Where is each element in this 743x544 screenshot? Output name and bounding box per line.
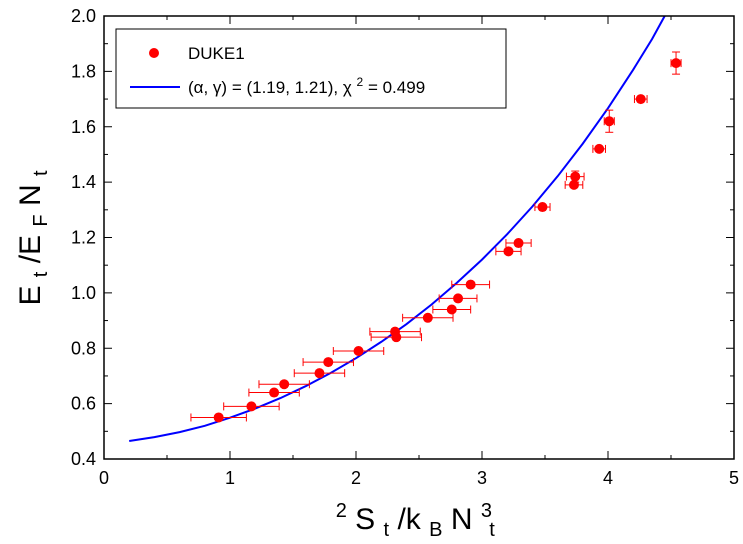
data-marker: [594, 143, 605, 154]
data-point: [505, 238, 532, 249]
y-tick-label: 1.6: [71, 117, 96, 137]
legend: DUKE1 (α, γ) = (1.19, 1.21), χ 2 = 0.499: [115, 28, 507, 109]
data-marker: [453, 293, 464, 304]
y-label-n-subscript: t: [30, 170, 52, 176]
data-marker: [604, 116, 615, 127]
data-marker: [635, 94, 646, 105]
data-point: [565, 170, 585, 183]
x-label-mid: /k: [397, 503, 421, 536]
legend-data-marker: [149, 48, 159, 58]
data-point: [670, 51, 682, 75]
y-tick-label: 1.0: [71, 283, 96, 303]
legend-data-label: DUKE1: [188, 44, 245, 63]
data-point: [370, 332, 423, 343]
y-axis-label: E t /E F N t: [14, 170, 54, 306]
y-tick-label: 2.0: [71, 6, 96, 26]
data-marker: [314, 368, 325, 379]
x-tick-label: 5: [729, 468, 739, 488]
data-point: [495, 246, 522, 257]
x-axis-label: 2 S t /k B N 3 t: [336, 491, 501, 543]
y-label-e-subscript: t: [30, 271, 52, 277]
data-point: [248, 387, 300, 398]
legend-box: [115, 28, 507, 109]
y-tick-label: 1.4: [71, 172, 96, 192]
x-tick-label: 4: [603, 468, 613, 488]
data-marker: [537, 202, 548, 213]
y-label-mid: /E: [14, 235, 47, 263]
x-label-n-subscript: t: [489, 519, 495, 541]
data-marker: [323, 357, 334, 368]
legend-fit-label-superscript: 2: [357, 75, 364, 89]
data-marker: [213, 412, 224, 423]
legend-fit-label-tail: = 0.499: [368, 78, 425, 97]
data-point: [402, 312, 454, 323]
legend-fit-label-main: (α, γ) = (1.19, 1.21), χ: [188, 78, 352, 97]
y-label-mid-subscript: F: [30, 214, 52, 226]
axis-ticks-layer: 0 1 2 3 4 5 0.4 0.6 0.8 1.0 1.2 1.4 1.6 1.8 2.0: [71, 6, 739, 488]
data-marker: [671, 58, 682, 69]
data-marker: [465, 279, 476, 290]
data-point: [534, 202, 551, 213]
x-tick-label: 2: [351, 468, 361, 488]
data-marker: [279, 379, 290, 390]
data-point: [633, 94, 648, 105]
data-point: [438, 293, 478, 304]
y-tick-label: 0.6: [71, 394, 96, 414]
data-point: [190, 412, 247, 423]
data-marker: [570, 171, 581, 182]
data-point: [258, 379, 310, 390]
data-point: [603, 109, 615, 133]
x-label-mid-subscript: B: [429, 519, 442, 541]
legend-fit-label: (α, γ) = (1.19, 1.21), χ 2 = 0.499: [188, 71, 425, 97]
data-marker: [391, 332, 402, 343]
data-marker: [513, 238, 524, 249]
x-label-s-subscript: t: [384, 519, 390, 541]
data-point: [293, 368, 346, 379]
data-marker: [246, 401, 257, 412]
data-point: [592, 143, 606, 154]
data-marker: [446, 304, 457, 315]
data-point: [302, 357, 354, 368]
data-marker: [269, 387, 280, 398]
x-label-s: S: [355, 503, 375, 536]
y-tick-label: 0.4: [71, 449, 96, 469]
data-marker: [422, 312, 433, 323]
data-marker: [503, 246, 514, 257]
x-label-n: N: [451, 503, 473, 536]
data-marker: [353, 346, 364, 357]
data-point: [451, 279, 491, 290]
y-label-e: E: [14, 286, 47, 306]
y-tick-label: 0.8: [71, 338, 96, 358]
data-point: [432, 304, 472, 315]
x-label-n-superscript: 3: [481, 500, 492, 522]
data-point: [332, 346, 385, 357]
y-tick-label: 1.2: [71, 228, 96, 248]
x-tick-label: 1: [225, 468, 235, 488]
x-tick-label: 3: [477, 468, 487, 488]
y-label-n: N: [14, 184, 47, 206]
data-point: [223, 401, 280, 412]
x-label-pre-superscript: 2: [336, 500, 347, 522]
x-tick-label: 0: [99, 468, 109, 488]
y-tick-label: 1.8: [71, 61, 96, 81]
data-points-layer: [190, 51, 682, 423]
